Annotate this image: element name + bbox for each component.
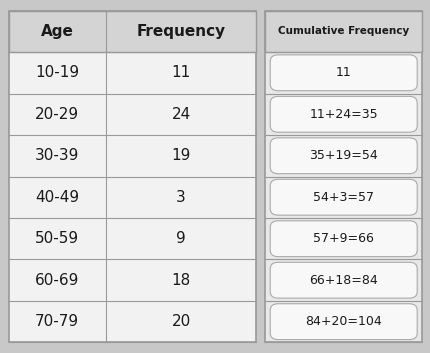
Text: 11: 11	[171, 65, 190, 80]
Bar	[9, 11, 256, 52]
Text: 70-79: 70-79	[35, 314, 79, 329]
Text: Age: Age	[40, 24, 74, 39]
Text: 20: 20	[171, 314, 190, 329]
Text: 40-49: 40-49	[35, 190, 79, 205]
FancyBboxPatch shape	[270, 96, 416, 132]
Text: 57+9=66: 57+9=66	[313, 232, 373, 245]
Text: Cumulative Frequency: Cumulative Frequency	[277, 26, 408, 36]
Text: 35+19=54: 35+19=54	[309, 149, 377, 162]
Text: 18: 18	[171, 273, 190, 288]
Text: 11+24=35: 11+24=35	[309, 108, 377, 121]
Text: 54+3=57: 54+3=57	[313, 191, 373, 204]
Text: 30-39: 30-39	[35, 148, 79, 163]
Bar	[9, 11, 256, 342]
Text: 19: 19	[171, 148, 190, 163]
Text: 3: 3	[176, 190, 185, 205]
FancyBboxPatch shape	[270, 138, 416, 174]
Text: 84+20=104: 84+20=104	[304, 315, 381, 328]
Text: 60-69: 60-69	[35, 273, 79, 288]
FancyBboxPatch shape	[270, 179, 416, 215]
FancyBboxPatch shape	[270, 304, 416, 340]
Text: 24: 24	[171, 107, 190, 122]
Text: Frequency: Frequency	[136, 24, 225, 39]
Text: 11: 11	[335, 66, 351, 79]
FancyBboxPatch shape	[270, 221, 416, 257]
FancyBboxPatch shape	[270, 55, 416, 91]
Bar	[264, 11, 421, 52]
Text: 9: 9	[176, 231, 185, 246]
Text: 50-59: 50-59	[35, 231, 79, 246]
Text: 10-19: 10-19	[35, 65, 79, 80]
Text: 20-29: 20-29	[35, 107, 79, 122]
Text: 66+18=84: 66+18=84	[309, 274, 377, 287]
Bar	[264, 11, 421, 342]
FancyBboxPatch shape	[270, 262, 416, 298]
